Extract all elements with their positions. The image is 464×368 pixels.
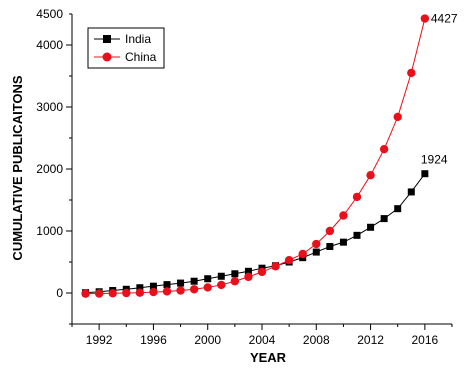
y-tick-label: 2000 [36, 162, 63, 176]
x-tick-label: 2000 [194, 333, 221, 347]
data-point [407, 188, 415, 196]
data-point [94, 289, 104, 298]
data-point [353, 231, 361, 239]
data-point [352, 192, 362, 202]
data-point [190, 277, 198, 285]
data-point [366, 171, 375, 180]
data-point [257, 267, 267, 277]
series-layer: 1924 4427 [81, 12, 458, 298]
data-point [149, 287, 158, 297]
legend-label-india: India [125, 32, 151, 46]
legend-box [87, 27, 165, 69]
data-point [326, 243, 334, 250]
data-point [244, 272, 253, 282]
data-point [203, 283, 212, 292]
data-point [231, 270, 239, 278]
end-value-label: 1924 [421, 153, 448, 167]
data-point [244, 267, 252, 275]
data-point [380, 215, 388, 223]
data-point [230, 277, 240, 286]
data-point [339, 238, 347, 246]
data-point [312, 239, 321, 249]
data-point [394, 205, 402, 213]
data-point [204, 275, 212, 283]
x-ticks: 1992 1996 2000 2004 2008 2012 2016 [71, 324, 453, 347]
data-point [163, 281, 171, 289]
y-tick-label: 1000 [36, 224, 63, 238]
data-point [149, 282, 157, 290]
data-point [298, 249, 307, 259]
data-point [217, 272, 225, 280]
data-point [122, 288, 131, 298]
y-axis-title: CUMULATIVE PUBLICAITONS [10, 75, 25, 260]
data-point [393, 112, 402, 122]
data-point [108, 289, 117, 298]
y-tick-label: 4500 [36, 7, 63, 21]
data-point [367, 223, 375, 231]
data-point [135, 288, 145, 297]
y-ticks: 0 1000 2000 3000 4000 4500 [36, 7, 72, 325]
legend: India China [87, 27, 165, 69]
x-tick-label: 1992 [86, 333, 113, 347]
data-point [312, 248, 320, 256]
data-point [325, 226, 335, 236]
data-point [407, 68, 416, 78]
y-tick-label: 4000 [36, 38, 63, 52]
x-tick-label: 1996 [140, 333, 167, 347]
data-point [217, 280, 226, 290]
data-point [379, 144, 389, 154]
data-point [339, 211, 348, 220]
data-point [421, 170, 429, 178]
x-tick-label: 2008 [303, 333, 330, 347]
data-point [81, 289, 90, 298]
x-axis-title: YEAR [250, 350, 287, 365]
legend-marker-india [103, 35, 111, 43]
data-point [420, 14, 430, 23]
data-point [189, 285, 199, 294]
data-point [177, 279, 185, 287]
y-tick-label: 0 [56, 286, 63, 300]
legend-label-china: China [125, 50, 157, 64]
x-tick-label: 2004 [249, 333, 276, 347]
data-point [162, 287, 172, 296]
x-tick-label: 2016 [412, 333, 439, 347]
end-value-label: 4427 [431, 12, 458, 26]
data-point [284, 255, 294, 265]
series-china: 4427 [81, 12, 458, 298]
data-point [271, 262, 280, 271]
legend-marker-china [102, 52, 112, 62]
y-tick-label: 3000 [36, 100, 63, 114]
data-point [176, 286, 185, 295]
x-tick-label: 2012 [357, 333, 384, 347]
data-point [136, 284, 144, 292]
